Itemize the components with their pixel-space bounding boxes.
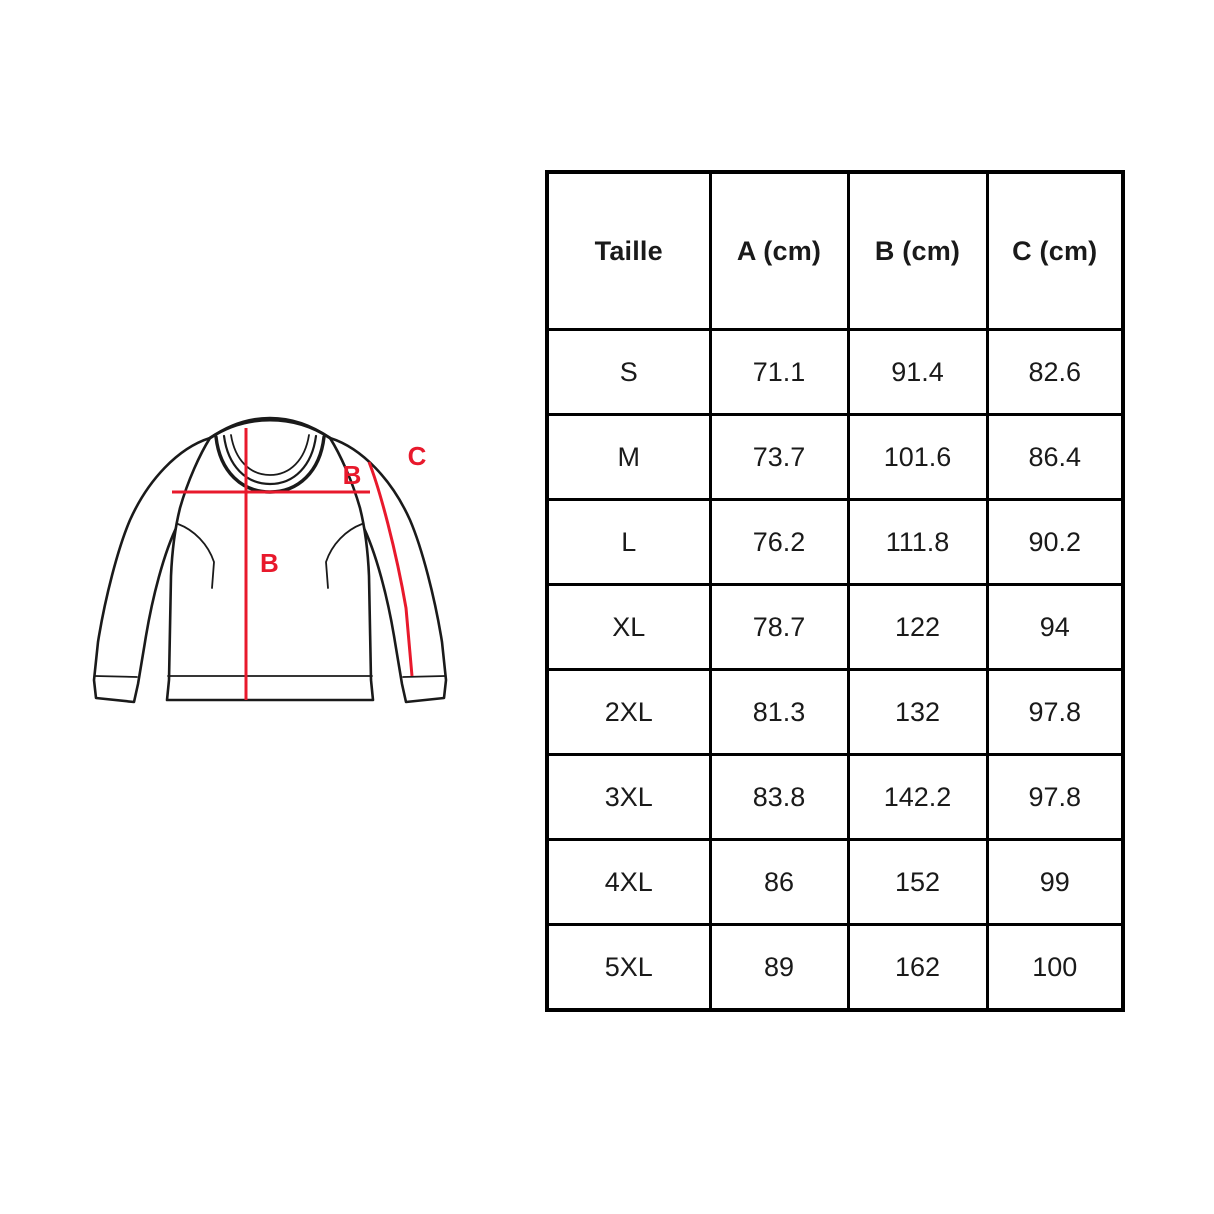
collar-rib-seam [230, 434, 310, 476]
cell-b: 152 [846, 838, 989, 926]
cell-b: 91.4 [846, 328, 989, 416]
table-row: XL 78.7 122 94 [545, 583, 1125, 671]
cell-size: M [545, 413, 712, 501]
cell-c: 90.2 [985, 498, 1125, 586]
garment-illustration: B B C [60, 380, 480, 780]
right-cuff-rib-line [402, 675, 446, 678]
table-row: M 73.7 101.6 86.4 [545, 413, 1125, 501]
cell-size: 2XL [545, 668, 712, 756]
cell-size: L [545, 498, 712, 586]
cell-b: 101.6 [846, 413, 989, 501]
cell-a: 89 [708, 923, 850, 1012]
collar-rib-inner [222, 434, 318, 486]
garment-seams [94, 523, 446, 678]
table-row: 4XL 86 152 99 [545, 838, 1125, 926]
cell-size: XL [545, 583, 712, 671]
column-header-size: Taille [545, 170, 712, 331]
cell-size: 4XL [545, 838, 712, 926]
sleeve-measure-line [367, 461, 414, 677]
cell-a: 73.7 [708, 413, 850, 501]
measurement-guides [172, 428, 414, 700]
cell-c: 82.6 [985, 328, 1125, 416]
cell-a: 86 [708, 838, 850, 926]
column-header-a-cm: A (cm) [708, 170, 850, 331]
cell-b: 122 [846, 583, 989, 671]
cell-a: 81.3 [708, 668, 850, 756]
neckline-outer [208, 418, 332, 440]
cell-c: 97.8 [985, 668, 1125, 756]
cell-c: 99 [985, 838, 1125, 926]
cell-c: 100 [985, 923, 1125, 1012]
cell-a: 83.8 [708, 753, 850, 841]
length-measure-label: B [260, 548, 279, 578]
column-header-b-cm: B (cm) [846, 170, 989, 331]
table-row: L 76.2 111.8 90.2 [545, 498, 1125, 586]
table-header-row: Taille A (cm) B (cm) C (cm) [545, 170, 1125, 331]
sweatshirt-outline [92, 416, 448, 704]
column-header-c-cm: C (cm) [985, 170, 1125, 331]
table-row: 3XL 83.8 142.2 97.8 [545, 753, 1125, 841]
cell-c: 94 [985, 583, 1125, 671]
left-armhole-seam [177, 523, 215, 589]
sweatshirt-flat-svg: B B C [92, 416, 448, 704]
table-row: 2XL 81.3 132 97.8 [545, 668, 1125, 756]
cell-b: 142.2 [846, 753, 989, 841]
size-table-head: Taille A (cm) B (cm) C (cm) [545, 170, 1125, 331]
cell-b: 162 [846, 923, 989, 1012]
table-row: S 71.1 91.4 82.6 [545, 328, 1125, 416]
cell-c: 97.8 [985, 753, 1125, 841]
size-table: Taille A (cm) B (cm) C (cm) S 71.1 91.4 … [545, 170, 1125, 1012]
size-table-container: Taille A (cm) B (cm) C (cm) S 71.1 91.4 … [545, 170, 1125, 1012]
cell-a: 71.1 [708, 328, 850, 416]
cell-a: 76.2 [708, 498, 850, 586]
cell-c: 86.4 [985, 413, 1125, 501]
left-cuff-rib-line [94, 675, 138, 678]
cell-size: S [545, 328, 712, 416]
cell-size: 3XL [545, 753, 712, 841]
cell-b: 132 [846, 668, 989, 756]
width-measure-label: B [343, 460, 362, 490]
sleeve-measure-label: C [408, 441, 427, 471]
table-row: 5XL 89 162 100 [545, 923, 1125, 1012]
cell-size: 5XL [545, 923, 712, 1012]
size-table-body: S 71.1 91.4 82.6 M 73.7 101.6 86.4 L 76.… [545, 328, 1125, 1012]
cell-b: 111.8 [846, 498, 989, 586]
body-panel [165, 416, 375, 702]
cell-a: 78.7 [708, 583, 850, 671]
right-armhole-seam [325, 523, 363, 589]
